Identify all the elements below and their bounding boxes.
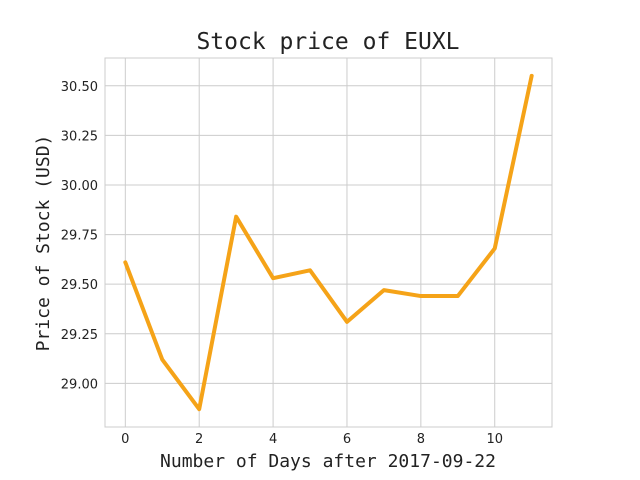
- x-tick-label: 6: [343, 432, 351, 447]
- y-tick-label: 30.50: [61, 80, 98, 95]
- y-tick-label: 29.00: [61, 377, 98, 392]
- x-axis-label: Number of Days after 2017-09-22: [160, 451, 496, 472]
- x-tick-label: 8: [417, 432, 425, 447]
- x-tick-label: 10: [486, 432, 503, 447]
- y-tick-label: 29.75: [61, 229, 98, 244]
- y-tick-label: 30.00: [61, 179, 98, 194]
- plot-frame: [104, 57, 553, 428]
- series-line-euxl: [123, 73, 534, 412]
- y-axis-label: Price of Stock (USD): [33, 135, 54, 352]
- y-tick-label: 30.25: [61, 129, 98, 144]
- tick-labels: 0 2 4 6 8 10 29.00 29.25 29.50 29.75 30.00 30.25 30.…: [61, 80, 503, 447]
- x-tick-label: 4: [269, 432, 277, 447]
- x-tick-label: 0: [121, 432, 129, 447]
- y-tick-label: 29.50: [61, 278, 98, 293]
- y-tick-label: 29.25: [61, 328, 98, 343]
- chart-title: Stock price of EUXL: [196, 29, 459, 55]
- x-tick-label: 2: [195, 432, 203, 447]
